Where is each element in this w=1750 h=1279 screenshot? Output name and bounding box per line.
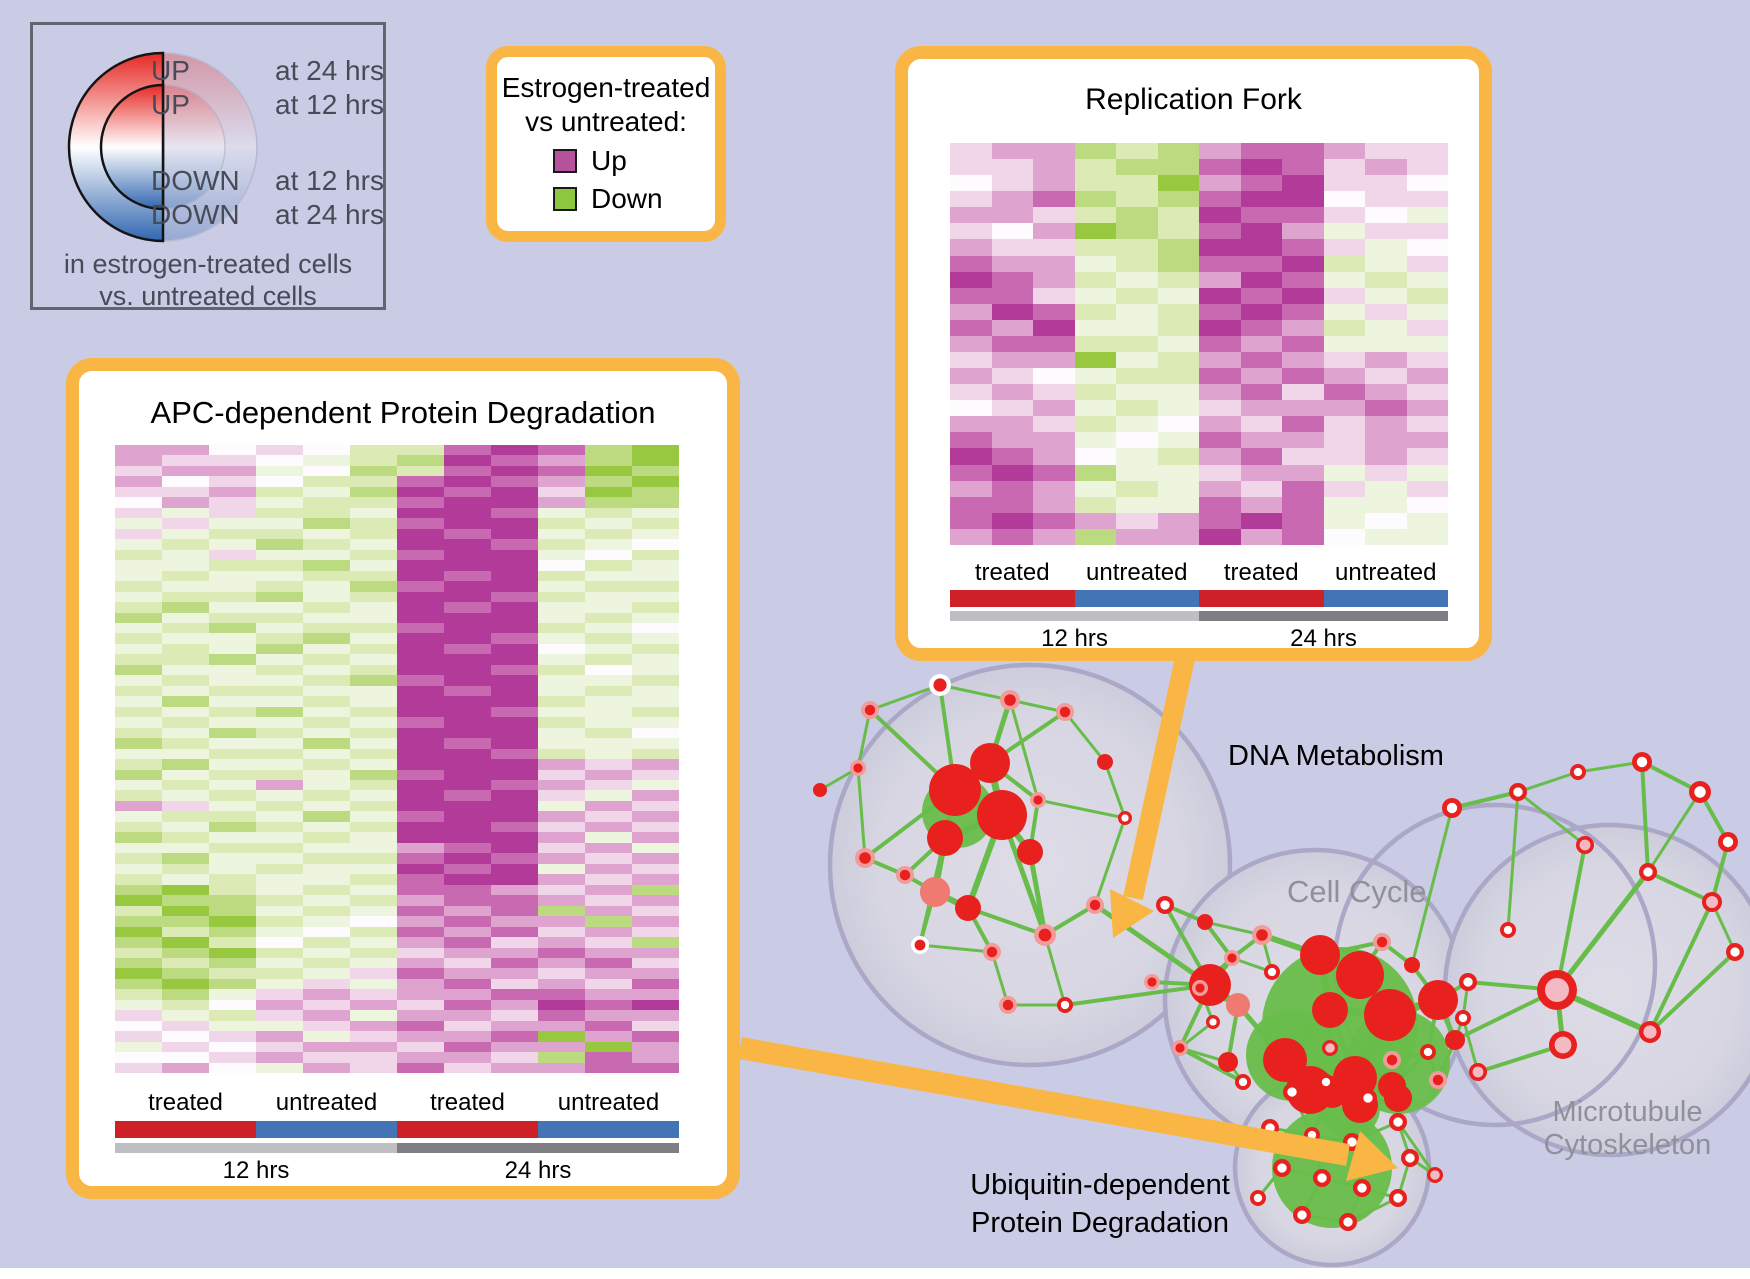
replication-fork-heatmap — [950, 143, 1448, 545]
replication-time-labels: 12 hrs 24 hrs — [1041, 625, 1357, 652]
label-dna-metabolism: DNA Metabolism — [1228, 740, 1444, 772]
replication-time-bars — [950, 611, 1448, 621]
apc-time-labels: 12 hrs 24 hrs — [222, 1157, 572, 1184]
apc-group-labels: treated untreated treated untreated — [148, 1089, 660, 1116]
label-cell-cycle: Cell Cycle — [1287, 874, 1427, 909]
label-ubiquitin: Ubiquitin-dependent Protein Degradation — [970, 1169, 1230, 1239]
apc-heatmap — [115, 445, 679, 1074]
updown-legend-title-line2: vs untreated: — [525, 106, 687, 137]
updown-legend-box: Estrogen-treated vs untreated: Up Down — [486, 46, 726, 242]
legend-item-down: Down — [553, 183, 715, 215]
network-nodes — [813, 674, 1744, 1231]
down-color-swatch — [553, 187, 577, 211]
legend-footer-line2: vs. untreated cells — [99, 281, 317, 311]
apc-panel: APC-dependent Protein Degradation treate… — [66, 358, 740, 1199]
up-color-swatch — [553, 149, 577, 173]
flow-arrows — [738, 655, 1398, 1181]
apc-time-bars — [115, 1143, 679, 1153]
legend-item-up: Up — [553, 145, 715, 177]
circle-legend-box: UP at 24 hrs UP at 12 hrs DOWN at 12 hrs… — [30, 22, 386, 311]
replication-group-labels: treated untreated treated untreated — [974, 559, 1437, 586]
apc-title: APC-dependent Protein Degradation — [150, 395, 656, 430]
updown-dial-icon — [67, 51, 258, 243]
updown-legend-title-line1: Estrogen-treated — [501, 72, 711, 103]
replication-fork-panel: Replication Fork treated untreated treat… — [895, 46, 1492, 661]
apc-condition-bars — [115, 1121, 679, 1138]
legend-footer-line1: in estrogen-treated cells — [63, 249, 353, 279]
label-microtubule: Microtubule Cytoskeleton — [1543, 1096, 1712, 1161]
replication-condition-bars — [950, 590, 1448, 607]
replication-fork-title: Replication Fork — [1085, 83, 1302, 116]
